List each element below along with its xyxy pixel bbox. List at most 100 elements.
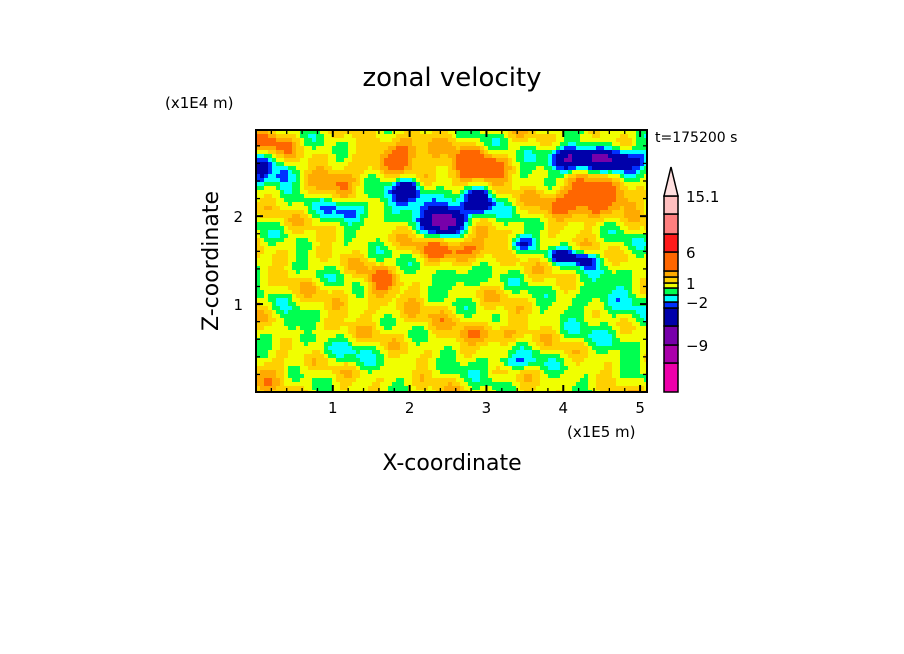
contour-cell [588, 258, 593, 263]
contour-cell [440, 310, 445, 315]
contour-cell [440, 178, 445, 183]
contour-cell [564, 298, 569, 303]
contour-cell [396, 210, 401, 215]
contour-cell [576, 238, 581, 243]
contour-cell [424, 266, 429, 271]
contour-cell [348, 162, 353, 167]
contour-cell [320, 150, 325, 155]
contour-cell [272, 238, 277, 243]
contour-cell [380, 178, 385, 183]
contour-cell [388, 222, 393, 227]
contour-cell [644, 298, 648, 303]
contour-cell [608, 254, 613, 259]
contour-cell [536, 274, 541, 279]
contour-cell [564, 234, 569, 239]
contour-cell [572, 138, 577, 143]
contour-cell [472, 306, 477, 311]
contour-cell [628, 198, 633, 203]
contour-cell [348, 210, 353, 215]
contour-cell [284, 138, 289, 143]
contour-cell [496, 206, 501, 211]
contour-cell [272, 218, 277, 223]
contour-cell [304, 238, 309, 243]
contour-cell [328, 134, 333, 139]
contour-cell [260, 282, 265, 287]
contour-cell [284, 282, 289, 287]
contour-cell [620, 242, 625, 247]
contour-cell [352, 170, 357, 175]
contour-cell [324, 270, 329, 275]
contour-cell [268, 146, 273, 151]
contour-cell [572, 210, 577, 215]
contour-cell [560, 130, 565, 135]
contour-cell [328, 278, 333, 283]
contour-cell [612, 302, 617, 307]
contour-cell [528, 290, 533, 295]
contour-cell [528, 302, 533, 307]
contour-cell [492, 270, 497, 275]
contour-cell [516, 230, 521, 235]
contour-cell [288, 206, 293, 211]
contour-cell [292, 138, 297, 143]
contour-cell [484, 294, 489, 299]
contour-cell [316, 234, 321, 239]
contour-cell [640, 226, 645, 231]
contour-cell [552, 326, 557, 331]
contour-cell [404, 322, 409, 327]
contour-cell [456, 294, 461, 299]
contour-cell [428, 266, 433, 271]
contour-cell [496, 282, 501, 287]
contour-cell [468, 238, 473, 243]
contour-cell [316, 130, 321, 135]
contour-cell [404, 218, 409, 223]
contour-cell [464, 150, 469, 155]
contour-cell [624, 326, 629, 331]
contour-cell [636, 206, 641, 211]
contour-cell [292, 322, 297, 327]
contour-cell [564, 206, 569, 211]
contour-cell [272, 318, 277, 323]
contour-cell [332, 250, 337, 255]
contour-cell [280, 178, 285, 183]
contour-cell [284, 202, 289, 207]
contour-cell [504, 170, 509, 175]
contour-cell [456, 142, 461, 147]
contour-cell [616, 146, 621, 151]
contour-cell [452, 210, 457, 215]
contour-cell [560, 246, 565, 251]
contour-cell [612, 290, 617, 295]
contour-cell [380, 154, 385, 159]
contour-cell [416, 202, 421, 207]
contour-cell [604, 146, 609, 151]
contour-cell [292, 226, 297, 231]
contour-cell [548, 306, 553, 311]
contour-cell [636, 278, 641, 283]
contour-cell [576, 234, 581, 239]
contour-cell [372, 302, 377, 307]
contour-cell [324, 226, 329, 231]
contour-cell [616, 302, 621, 307]
contour-cell [640, 286, 645, 291]
contour-cell [620, 158, 625, 163]
contour-cell [388, 170, 393, 175]
contour-cell [492, 186, 497, 191]
contour-cell [432, 182, 437, 187]
contour-cell [376, 186, 381, 191]
contour-cell [372, 142, 377, 147]
contour-cell [568, 190, 573, 195]
contour-cell [336, 290, 341, 295]
contour-cell [412, 254, 417, 259]
contour-cell [636, 186, 641, 191]
contour-cell [540, 206, 545, 211]
contour-cell [548, 270, 553, 275]
contour-cell [468, 290, 473, 295]
contour-cell [484, 198, 489, 203]
contour-cell [544, 226, 549, 231]
contour-cell [580, 150, 585, 155]
contour-cell [312, 170, 317, 175]
contour-cell [500, 206, 505, 211]
contour-cell [412, 302, 417, 307]
contour-cell [388, 282, 393, 287]
contour-cell [608, 138, 613, 143]
contour-cell [612, 194, 617, 199]
